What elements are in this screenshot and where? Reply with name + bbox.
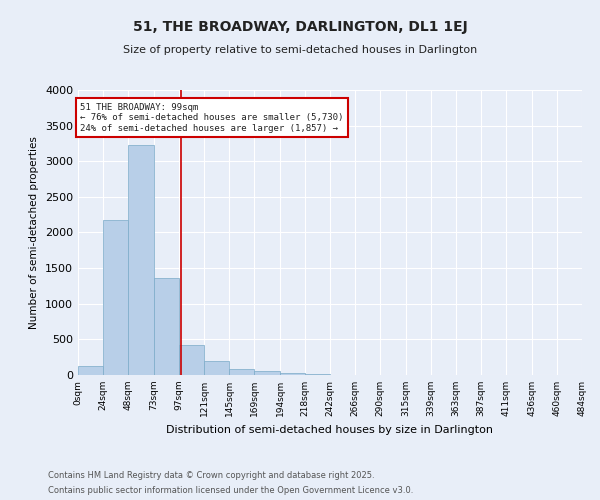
- Bar: [204, 362, 229, 375]
- Bar: [154, 278, 179, 375]
- Bar: [254, 372, 280, 375]
- Bar: [128, 145, 154, 375]
- Bar: [305, 374, 330, 375]
- X-axis label: Distribution of semi-detached houses by size in Darlington: Distribution of semi-detached houses by …: [167, 424, 493, 434]
- Bar: [179, 346, 204, 375]
- Text: Size of property relative to semi-detached houses in Darlington: Size of property relative to semi-detach…: [123, 45, 477, 55]
- Text: Contains public sector information licensed under the Open Government Licence v3: Contains public sector information licen…: [48, 486, 413, 495]
- Bar: [78, 366, 103, 375]
- Bar: [103, 220, 128, 375]
- Text: 51, THE BROADWAY, DARLINGTON, DL1 1EJ: 51, THE BROADWAY, DARLINGTON, DL1 1EJ: [133, 20, 467, 34]
- Y-axis label: Number of semi-detached properties: Number of semi-detached properties: [29, 136, 40, 329]
- Bar: [280, 373, 305, 375]
- Text: Contains HM Land Registry data © Crown copyright and database right 2025.: Contains HM Land Registry data © Crown c…: [48, 471, 374, 480]
- Text: 51 THE BROADWAY: 99sqm
← 76% of semi-detached houses are smaller (5,730)
24% of : 51 THE BROADWAY: 99sqm ← 76% of semi-det…: [80, 103, 343, 132]
- Bar: [229, 370, 254, 375]
